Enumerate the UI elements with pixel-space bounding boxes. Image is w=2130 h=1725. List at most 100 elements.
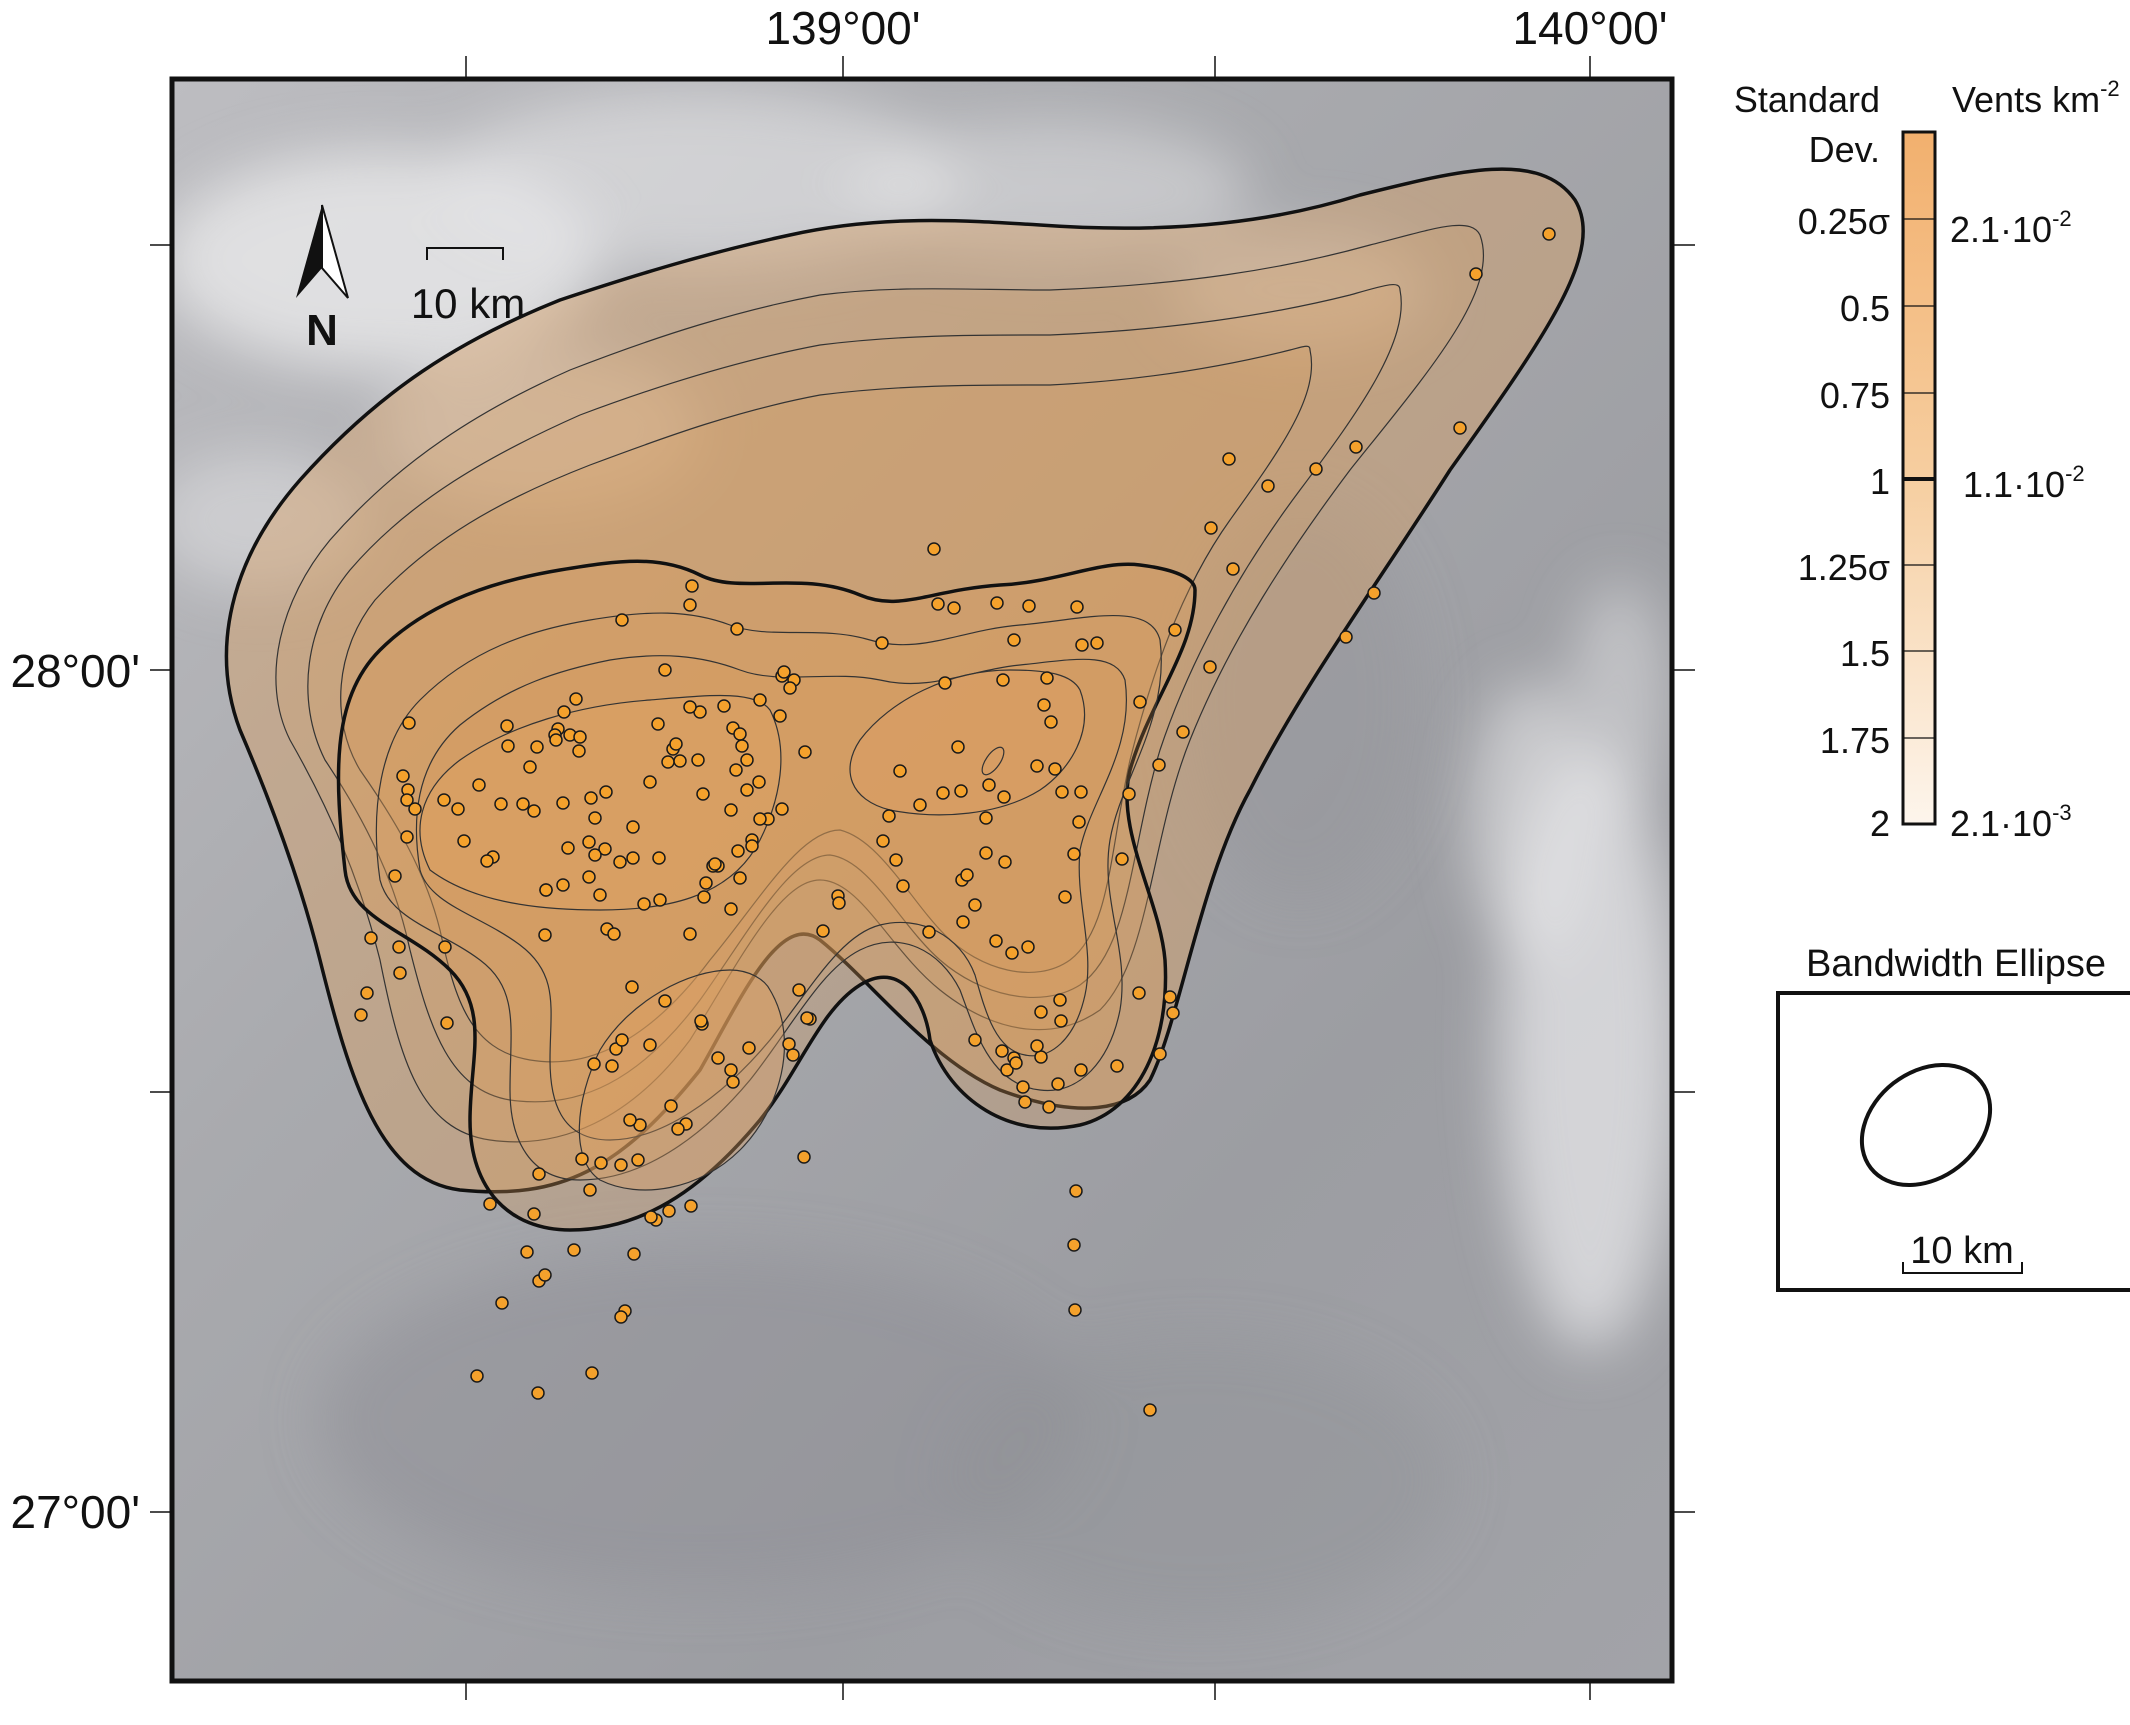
vent-point [1222, 452, 1236, 466]
vent-point [882, 809, 896, 823]
vent-point [726, 1075, 740, 1089]
vent-point [745, 839, 759, 853]
vent-point [523, 760, 537, 774]
vent-point [931, 597, 945, 611]
vent-point [832, 896, 846, 910]
map-panel [172, 79, 1672, 1681]
vent-point [396, 769, 410, 783]
vent-point [1022, 599, 1036, 613]
vent-point [896, 879, 910, 893]
vent-point [696, 787, 710, 801]
vent-point [588, 848, 602, 862]
vent-point [584, 791, 598, 805]
vent-point [652, 851, 666, 865]
vent-point [1133, 695, 1147, 709]
vent-point [775, 802, 789, 816]
vent-point [626, 820, 640, 834]
vent-point [1168, 623, 1182, 637]
vent-point [501, 739, 515, 753]
legend-right-header: Vents km-2 [1952, 76, 2120, 120]
vent-point [1110, 1059, 1124, 1073]
vent-point [1069, 1184, 1083, 1198]
vent-point [360, 986, 374, 1000]
vent-point [457, 834, 471, 848]
vent-point [753, 812, 767, 826]
legend-density-top: 2.1·10-2 [1950, 206, 2072, 250]
vent-point [531, 1386, 545, 1400]
legend-density-top-base: 2.1·10 [1950, 209, 2052, 250]
legend-sigma-0-5: 0.5 [1840, 288, 1890, 329]
bandwidth-scale-label: 10 km [1910, 1230, 2013, 1272]
vent-point [1176, 725, 1190, 739]
vent-point [982, 778, 996, 792]
vent-point [673, 754, 687, 768]
vent-point [1005, 946, 1019, 960]
vent-point [968, 898, 982, 912]
vent-point [1152, 758, 1166, 772]
density-envelope-2sigma [224, 167, 1585, 1194]
vent-point [593, 888, 607, 902]
bathymetry-highlights [172, 90, 1672, 1350]
vent-point [653, 893, 667, 907]
legend-sigma-1-75: 1.75 [1820, 720, 1890, 761]
vent-point [913, 798, 927, 812]
vent-point [582, 870, 596, 884]
legend-left-header-line1: Standard [1734, 79, 1880, 120]
vent-point [683, 927, 697, 941]
vent-point [400, 793, 414, 807]
vent-point [437, 793, 451, 807]
vent-point [889, 853, 903, 867]
vent-point [472, 778, 486, 792]
vent-point [1132, 986, 1146, 1000]
vent-point [585, 1366, 599, 1380]
vent-point [1040, 671, 1054, 685]
vent-point [699, 876, 713, 890]
density-legend: Standard Dev. Vents km-2 0.25σ 0.5 0.75 … [1734, 76, 2120, 844]
vent-point [615, 613, 629, 627]
legend-sigma-1: 1 [1870, 461, 1890, 502]
vent-point [1048, 762, 1062, 776]
vent-point [549, 733, 563, 747]
vent-point [1034, 1050, 1048, 1064]
vent-point [573, 730, 587, 744]
bandwidth-ellipse [1859, 1062, 1993, 1188]
vent-point [393, 966, 407, 980]
vent-point [1000, 1063, 1014, 1077]
vent-point [979, 846, 993, 860]
vent-point [1115, 852, 1129, 866]
vent-point [516, 797, 530, 811]
vent-point [1072, 815, 1086, 829]
vent-point [1542, 227, 1556, 241]
vent-point [637, 897, 651, 911]
vent-point [495, 1296, 509, 1310]
vent-point [569, 692, 583, 706]
vent-point [408, 802, 422, 816]
density-contour-1-25 [340, 345, 1313, 1063]
vent-point [1055, 785, 1069, 799]
density-field [224, 167, 1585, 1232]
vent-point [1042, 1100, 1056, 1114]
vent-point [1034, 1005, 1048, 1019]
density-contour-1-5 [307, 283, 1402, 1103]
vent-point [643, 775, 657, 789]
vent-point [613, 855, 627, 869]
vent-point [1074, 785, 1088, 799]
vent-point [582, 835, 596, 849]
legend-density-bottom: 2.1·10-3 [1950, 800, 2072, 844]
vent-point [1166, 1006, 1180, 1020]
vent-point [538, 1268, 552, 1282]
vent-point [392, 940, 406, 954]
vent-point [733, 727, 747, 741]
vent-point [658, 663, 672, 677]
vent-point [626, 851, 640, 865]
bandwidth-title: Bandwidth Ellipse [1806, 943, 2106, 985]
legend-right-header-exp: -2 [2100, 76, 2120, 101]
vent-point [724, 803, 738, 817]
vent-point [520, 1245, 534, 1259]
north-arrow-icon: N [296, 204, 349, 355]
vent-point [438, 940, 452, 954]
bandwidth-box [1776, 991, 2130, 1292]
vent-point [532, 1167, 546, 1181]
vent-point [556, 878, 570, 892]
vent-point [614, 1158, 628, 1172]
